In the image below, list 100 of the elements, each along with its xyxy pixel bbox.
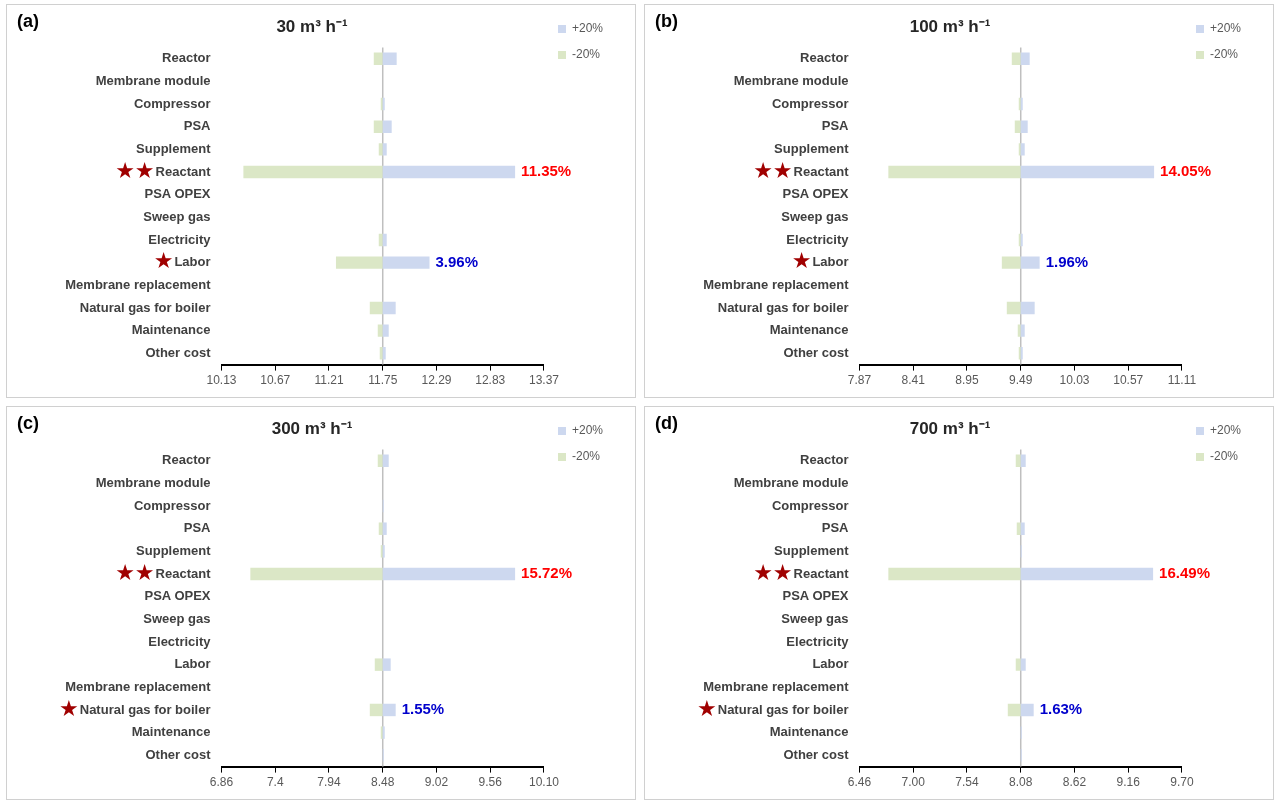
- x-tick-label: 7.00: [901, 775, 926, 790]
- y-tick-label: Other cost: [145, 344, 212, 360]
- bar: [1015, 454, 1021, 467]
- y-tick-label: Sweep gas: [781, 610, 849, 626]
- bar: [1020, 165, 1155, 179]
- bar: [377, 454, 383, 467]
- y-tick-label: Supplement: [136, 542, 212, 558]
- bar: [1016, 522, 1021, 535]
- x-tick-label: 12.29: [421, 373, 452, 388]
- y-tick-label: Electricity: [148, 231, 212, 247]
- y-tick-label: Membrane replacement: [703, 276, 850, 292]
- bar: [369, 703, 383, 717]
- bar: [243, 165, 383, 179]
- x-tick-label: 7.4: [266, 775, 284, 790]
- y-tick-label: Membrane replacement: [65, 678, 212, 694]
- y-tick-label: Membrane module: [95, 72, 211, 88]
- bar: [382, 165, 516, 179]
- text: (c): [17, 412, 39, 433]
- y-tick-label: Compressor: [771, 497, 849, 513]
- y-tick-label: Membrane module: [733, 72, 849, 88]
- y-tick-label: Other cost: [145, 746, 212, 762]
- x-tick-label: 8.41: [901, 373, 926, 388]
- legend-label: -20%: [1209, 449, 1239, 464]
- y-tick-label: Maintenance: [131, 724, 211, 740]
- text: ★: [59, 695, 79, 721]
- x-tick-label: 10.03: [1059, 373, 1090, 388]
- y-tick-label: Sweep gas: [143, 610, 211, 626]
- y-tick-label: Reactor: [800, 452, 849, 468]
- y-tick-label: PSA OPEX: [782, 186, 849, 202]
- x-tick-label: 10.67: [260, 373, 291, 388]
- legend-label: +20%: [1209, 21, 1242, 36]
- bar: [1020, 658, 1026, 671]
- bar: [382, 52, 397, 65]
- y-tick-label: Natural gas for boiler: [717, 299, 849, 315]
- x-tick-label: 10.10: [528, 775, 560, 790]
- legend-label: -20%: [571, 449, 601, 464]
- bar: [382, 324, 389, 337]
- legend-label: +20%: [1209, 423, 1242, 438]
- y-tick-label: Labor: [812, 656, 849, 672]
- x-tick-label: 8.62: [1062, 775, 1087, 790]
- y-tick-label: Supplement: [774, 140, 850, 156]
- y-tick-label: Compressor: [133, 497, 211, 513]
- text: ★: [153, 248, 174, 274]
- x-tick-label: 9.02: [424, 775, 449, 790]
- legend-label: -20%: [571, 47, 601, 62]
- y-tick-label: Electricity: [786, 231, 850, 247]
- y-tick-label: Compressor: [771, 95, 849, 111]
- y-tick-label: Natural gas for boiler: [717, 701, 849, 717]
- y-tick-label: Reactor: [162, 452, 211, 468]
- bar: [378, 143, 383, 156]
- x-tick-label: 13.37: [528, 373, 560, 388]
- text: (b): [655, 10, 678, 31]
- y-tick-label: Reactant: [793, 163, 850, 179]
- y-tick-label: Reactant: [793, 565, 850, 581]
- x-tick-label: 11.75: [368, 373, 398, 388]
- y-tick-label: Electricity: [148, 633, 212, 649]
- x-tick-label: 6.46: [847, 775, 872, 790]
- bar: [378, 233, 383, 247]
- y-tick-label: Reactant: [155, 565, 212, 581]
- bar: [1020, 256, 1040, 269]
- bar: [382, 567, 516, 581]
- text: ★★: [115, 157, 155, 183]
- x-tick-label: 11.21: [314, 373, 344, 388]
- text: ★★: [115, 559, 155, 585]
- x-tick-label: 9.56: [478, 775, 503, 790]
- legend-label: -20%: [1209, 47, 1239, 62]
- bar: [1020, 324, 1025, 337]
- y-tick-label: Membrane module: [733, 474, 849, 490]
- y-tick-label: Labor: [174, 656, 211, 672]
- bar: [373, 52, 383, 65]
- bar: [382, 233, 387, 247]
- annotation: 1.55%: [401, 700, 445, 718]
- chart-title: 300 m³ h⁻¹: [271, 418, 353, 438]
- bar: [1020, 52, 1030, 65]
- legend-label: +20%: [571, 21, 604, 36]
- bar: [1001, 256, 1021, 269]
- bar: [382, 256, 430, 269]
- y-tick-label: Membrane module: [95, 474, 211, 490]
- x-tick-label: 9.49: [1009, 373, 1033, 388]
- y-tick-label: PSA OPEX: [782, 588, 849, 604]
- x-tick-label: 9.16: [1116, 775, 1141, 790]
- y-tick-label: Other cost: [783, 344, 850, 360]
- x-tick-label: 8.48: [371, 775, 395, 790]
- y-tick-label: PSA OPEX: [144, 186, 211, 202]
- x-tick-label: 7.87: [847, 373, 872, 388]
- bar: [382, 658, 391, 671]
- y-tick-label: Maintenance: [131, 322, 211, 338]
- annotation: 1.96%: [1045, 252, 1089, 270]
- bar: [1011, 52, 1021, 65]
- annotation: 15.72%: [521, 564, 572, 582]
- bar: [373, 120, 383, 133]
- bar: [377, 324, 383, 337]
- bar: [369, 301, 383, 315]
- text: (a): [17, 10, 39, 31]
- y-tick-label: Other cost: [783, 746, 850, 762]
- bar: [1020, 703, 1034, 717]
- x-tick-label: 10.13: [206, 373, 237, 388]
- x-tick-label: 6.86: [209, 775, 234, 790]
- y-tick-label: Membrane replacement: [65, 276, 212, 292]
- y-tick-label: Supplement: [774, 542, 850, 558]
